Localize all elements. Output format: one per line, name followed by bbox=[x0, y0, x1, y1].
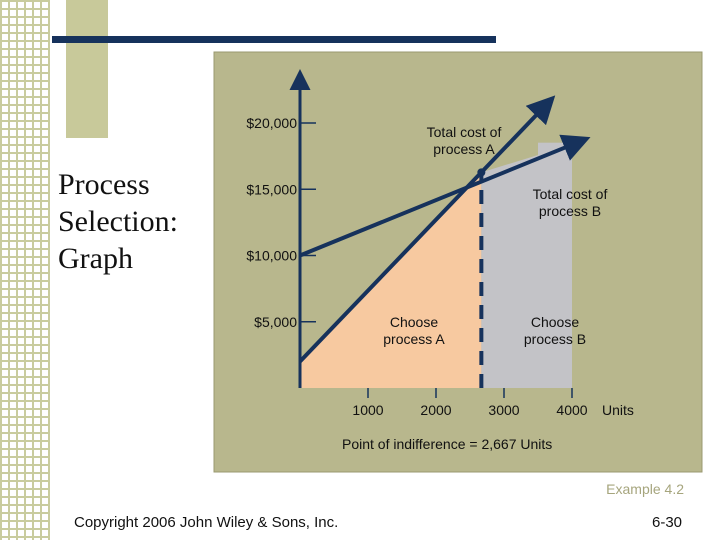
x-tick-label-2: 3000 bbox=[488, 402, 519, 418]
y-tick-label-3: $20,000 bbox=[246, 115, 297, 131]
region-choose-process-b-top bbox=[538, 142, 572, 388]
page-number: 6-30 bbox=[652, 514, 683, 531]
decorative-olive-block bbox=[66, 0, 108, 138]
y-tick-label-1: $10,000 bbox=[246, 248, 297, 264]
copyright-text: Copyright 2006 John Wiley & Sons, Inc. bbox=[74, 514, 339, 531]
title-line-3: Graph bbox=[58, 242, 133, 275]
decorative-grid-strip bbox=[0, 0, 50, 540]
y-tick-label-2: $15,000 bbox=[246, 181, 297, 197]
line-process-b bbox=[299, 134, 591, 258]
title-line-2: Selection: bbox=[58, 205, 178, 238]
decorative-top-bar bbox=[52, 36, 496, 43]
x-tick-label-3: 4000 bbox=[556, 402, 587, 418]
annotation-choose-b: Choose process B bbox=[524, 314, 586, 347]
line-process-a bbox=[298, 95, 556, 363]
x-tick-label-1: 2000 bbox=[420, 402, 451, 418]
annotation-total-cost-b: Total cost of process B bbox=[533, 186, 608, 219]
indifference-point-label: Point of indifference = 2,667 Units bbox=[342, 436, 552, 452]
indifference-point-marker bbox=[477, 168, 486, 177]
annotation-choose-a: Choose process A bbox=[383, 314, 445, 347]
annotation-total-cost-a: Total cost of process A bbox=[427, 124, 502, 157]
slide-title: Process Selection: Graph bbox=[58, 166, 218, 277]
y-tick-label-0: $5,000 bbox=[254, 314, 297, 330]
x-tick-label-0: 1000 bbox=[352, 402, 383, 418]
region-choose-process-a bbox=[300, 172, 482, 388]
title-line-1: Process bbox=[58, 168, 150, 201]
x-axis-unit-label: Units bbox=[602, 402, 634, 418]
example-label: Example 4.2 bbox=[606, 481, 684, 497]
